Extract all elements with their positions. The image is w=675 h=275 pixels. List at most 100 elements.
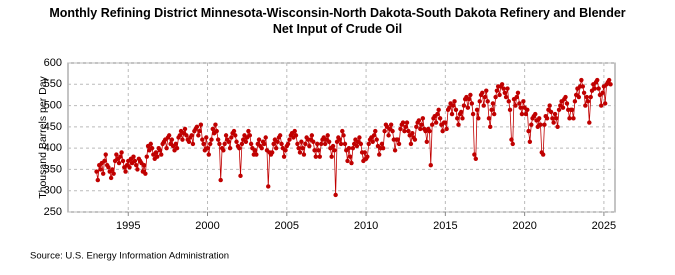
data-point xyxy=(174,145,180,151)
data-point xyxy=(447,105,452,110)
data-point xyxy=(275,139,280,144)
data-point xyxy=(208,141,213,147)
data-point xyxy=(340,128,345,134)
data-point xyxy=(189,133,194,138)
data-point xyxy=(197,128,202,134)
data-point xyxy=(194,124,200,130)
data-point xyxy=(533,111,538,117)
data-point xyxy=(295,141,300,147)
data-point xyxy=(333,192,338,198)
data-point xyxy=(395,137,400,142)
data-point xyxy=(436,107,441,113)
data-point xyxy=(455,116,460,121)
data-point xyxy=(114,152,119,157)
data-point xyxy=(206,152,211,157)
data-point xyxy=(523,111,529,117)
data-point xyxy=(329,154,334,159)
data-point xyxy=(342,141,348,147)
data-point xyxy=(196,133,201,138)
data-point xyxy=(587,120,592,125)
data-point xyxy=(332,148,337,153)
data-point xyxy=(227,145,233,151)
data-point xyxy=(428,162,433,168)
data-point xyxy=(491,111,497,117)
data-point xyxy=(440,128,445,134)
data-point xyxy=(416,118,422,123)
data-point xyxy=(281,154,287,159)
data-point xyxy=(200,137,205,142)
data-point xyxy=(461,103,467,108)
y-tick-label: 350 xyxy=(44,163,62,175)
data-point xyxy=(252,148,258,153)
data-point xyxy=(218,177,223,183)
data-point xyxy=(408,141,414,147)
data-point xyxy=(182,126,188,132)
data-point xyxy=(213,122,218,127)
data-point xyxy=(374,137,379,142)
data-point xyxy=(484,88,489,93)
data-point xyxy=(437,116,443,121)
data-point xyxy=(98,167,103,172)
data-point xyxy=(517,101,522,106)
data-point xyxy=(392,148,398,153)
data-point xyxy=(201,141,206,147)
data-point xyxy=(325,133,330,138)
data-point xyxy=(476,116,481,121)
data-point xyxy=(451,103,456,108)
data-point xyxy=(548,109,554,115)
data-point xyxy=(466,96,472,102)
data-point xyxy=(300,145,305,151)
data-point xyxy=(143,171,148,176)
data-point xyxy=(166,133,172,138)
data-point xyxy=(373,128,378,134)
data-point xyxy=(433,120,439,125)
data-point xyxy=(205,145,210,151)
data-point xyxy=(514,94,519,100)
data-point xyxy=(149,145,155,151)
data-point xyxy=(341,133,346,138)
data-point xyxy=(262,141,267,147)
data-point xyxy=(277,133,283,138)
data-point xyxy=(271,141,276,147)
chart-title: Monthly Refining District Minnesota-Wisc… xyxy=(49,6,626,36)
data-point xyxy=(396,141,402,147)
data-point xyxy=(132,158,138,164)
data-point xyxy=(270,150,275,155)
data-point xyxy=(131,154,136,159)
data-point xyxy=(226,139,231,144)
data-point xyxy=(346,145,352,151)
data-point xyxy=(398,126,403,132)
data-line xyxy=(96,78,611,195)
data-point xyxy=(362,150,368,155)
data-point xyxy=(592,86,597,91)
data-point xyxy=(572,99,578,104)
data-point xyxy=(110,167,115,172)
data-point xyxy=(506,99,511,104)
data-point xyxy=(153,150,159,155)
data-point xyxy=(370,139,375,144)
data-point xyxy=(283,148,288,153)
plot-frame xyxy=(67,62,616,213)
data-point xyxy=(379,141,385,147)
data-point xyxy=(330,143,336,149)
data-point xyxy=(602,101,608,106)
data-point xyxy=(403,124,408,130)
data-point xyxy=(420,116,426,121)
data-point xyxy=(388,122,394,127)
data-point xyxy=(157,148,163,153)
data-point xyxy=(100,171,106,176)
data-point xyxy=(527,139,533,144)
data-point xyxy=(501,86,506,91)
data-point xyxy=(155,154,160,159)
data-point xyxy=(309,133,315,138)
data-point xyxy=(583,103,588,108)
x-tick-label: 2020 xyxy=(512,220,536,232)
data-point xyxy=(502,90,508,96)
data-point xyxy=(515,90,521,96)
data-point xyxy=(345,158,350,164)
data-point xyxy=(477,99,482,104)
data-point xyxy=(518,105,523,110)
data-point xyxy=(507,107,513,113)
data-point xyxy=(406,128,411,134)
